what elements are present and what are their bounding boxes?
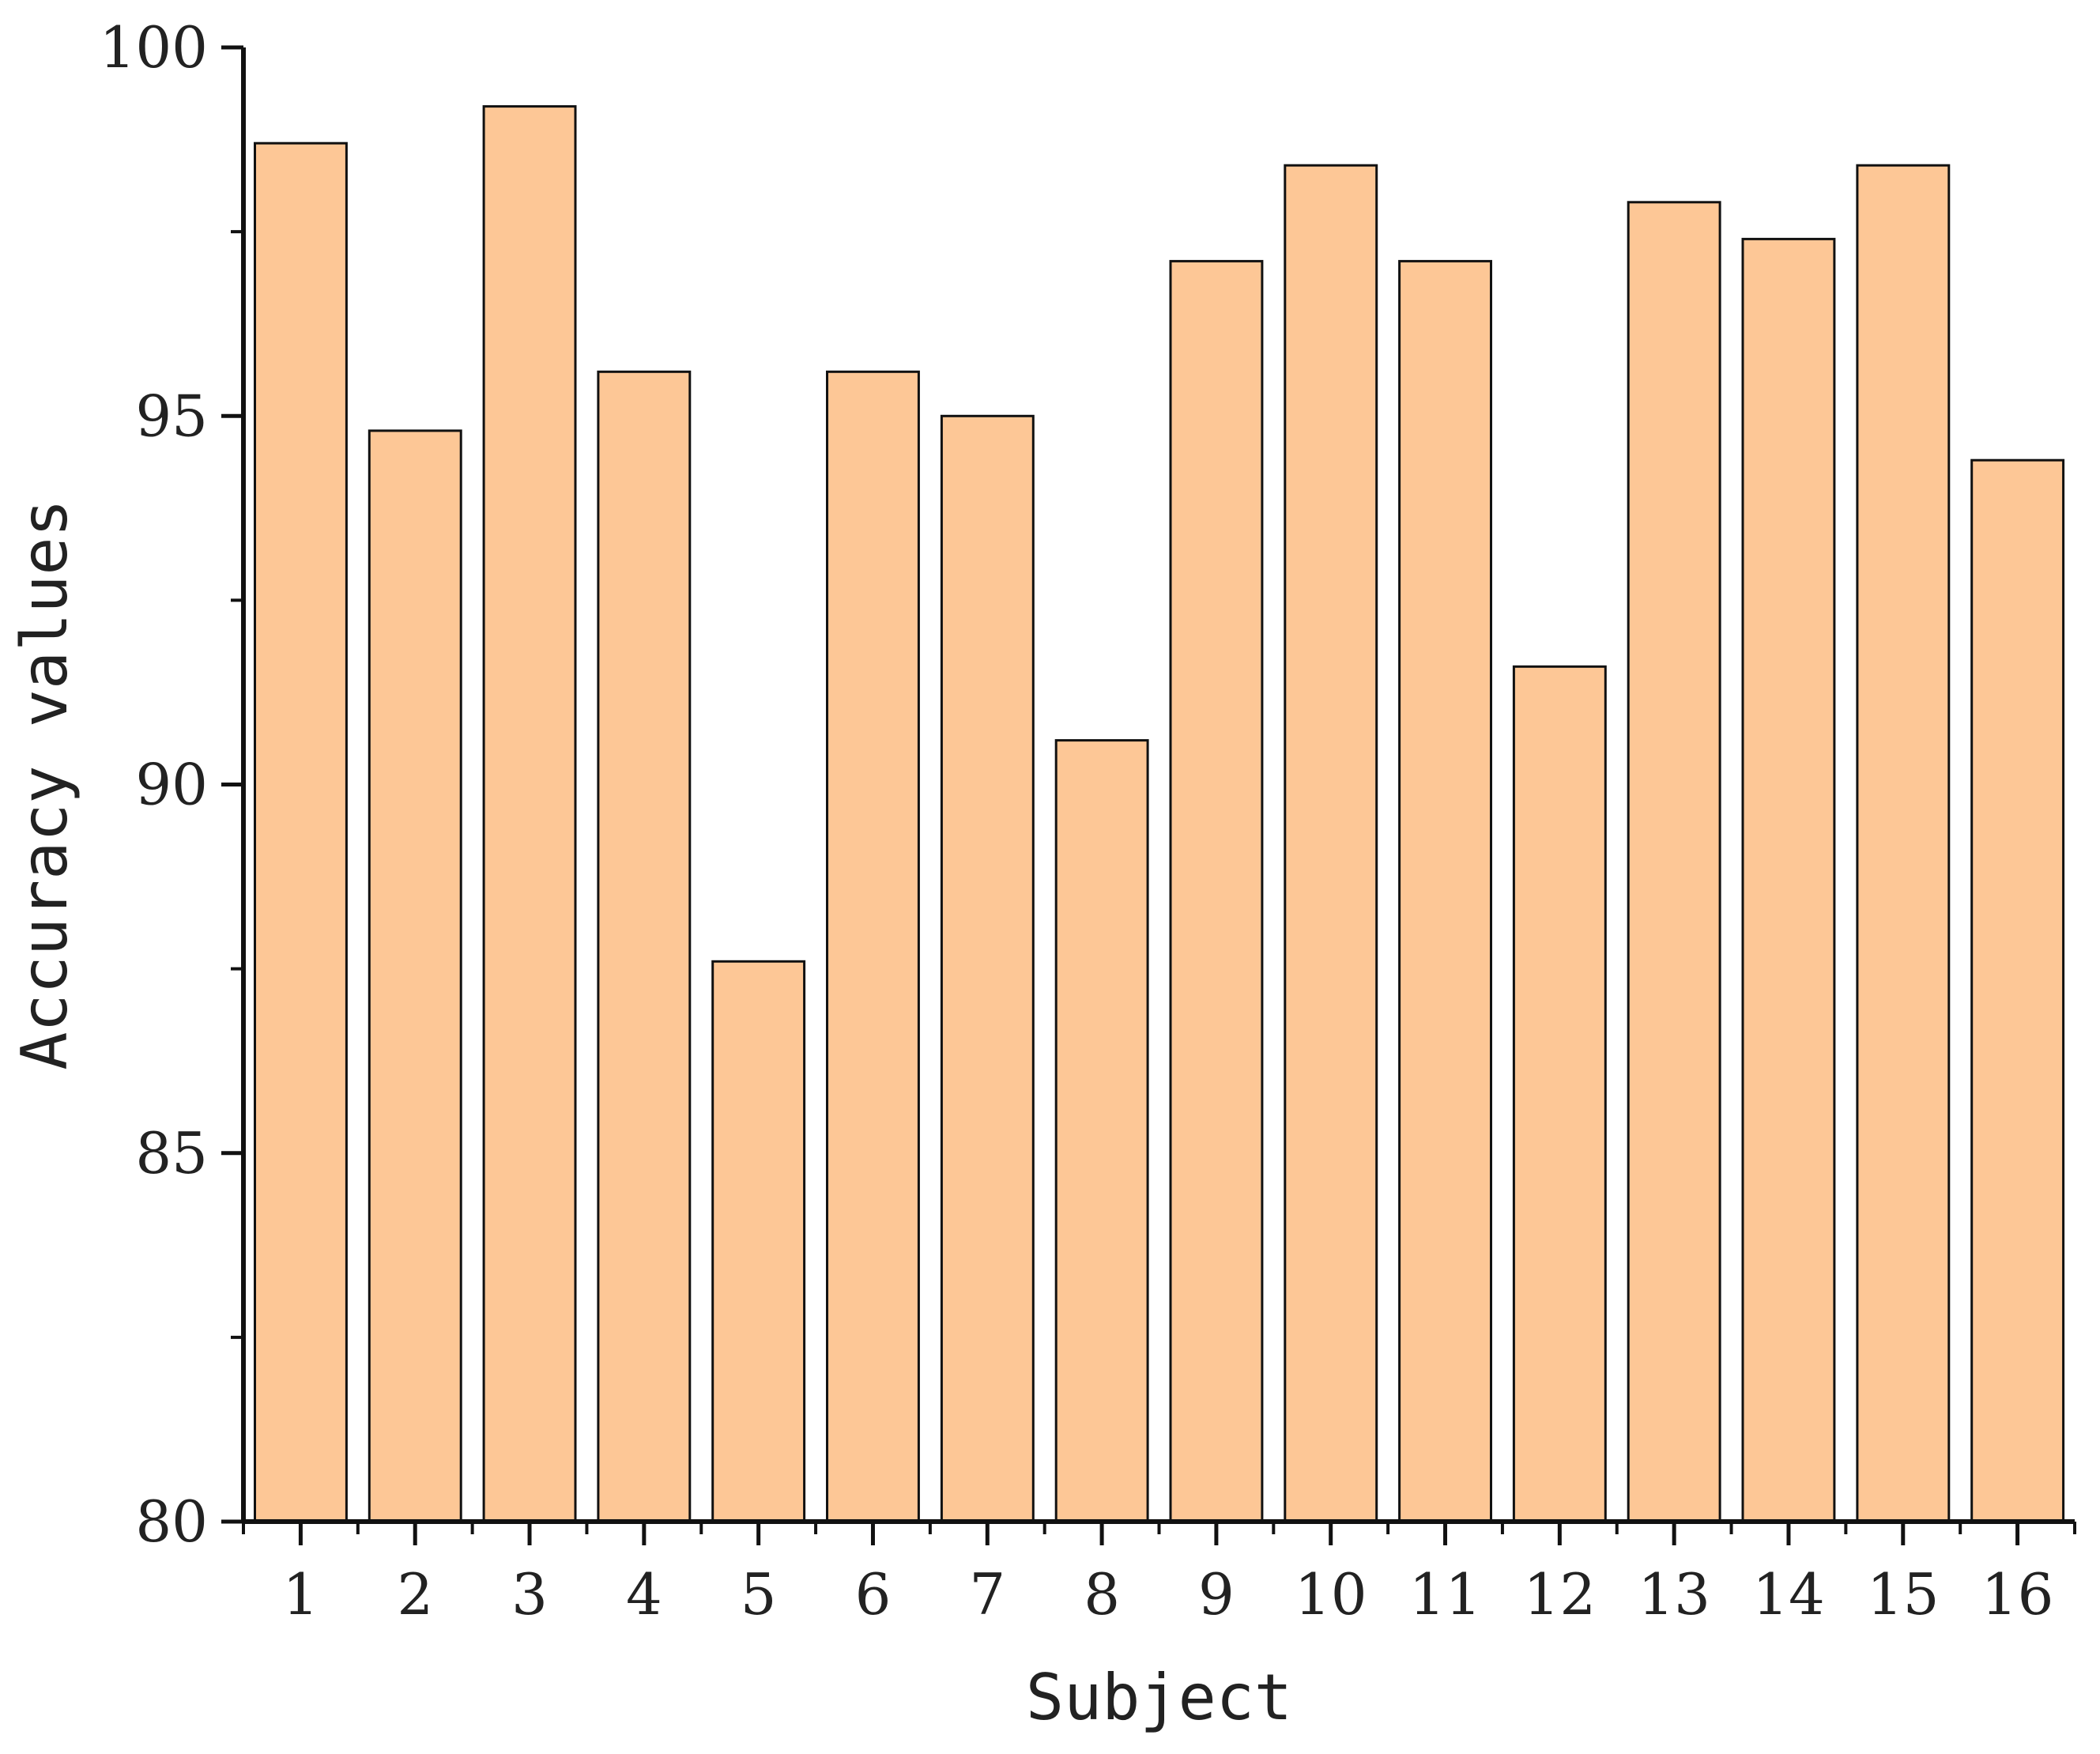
bar-4 [597,370,692,1523]
bar-9 [1169,259,1264,1523]
y-ticks-group: 80 85 90 95 100 [100,14,243,1555]
bar-6 [826,370,920,1523]
bar-10 [1284,164,1378,1523]
x-tick-label-1: 1 [283,1561,319,1628]
bar-2 [368,429,462,1523]
bar-5 [711,960,806,1523]
y-axis-title: Accuracy values [8,499,81,1069]
x-tick-label-6: 6 [855,1561,892,1628]
bar-1 [254,141,348,1523]
x-tick-label-11: 11 [1409,1561,1482,1628]
y-tick-label-80: 80 [135,1488,208,1555]
x-tick-label-12: 12 [1524,1561,1597,1628]
bar-12 [1512,665,1607,1523]
x-ticks-group: 1 2 3 4 5 6 7 8 9 10 11 12 13 14 15 16 [242,1522,2076,1628]
x-tick-label-13: 13 [1638,1561,1710,1628]
x-tick-label-4: 4 [626,1561,662,1628]
bar-13 [1627,201,1721,1523]
x-tick-label-5: 5 [741,1561,777,1628]
x-axis-title: Subject [1026,1661,1292,1734]
x-tick-label-9: 9 [1198,1561,1235,1628]
x-tick-label-3: 3 [511,1561,548,1628]
bar-7 [940,414,1035,1523]
bar-14 [1741,237,1836,1523]
x-tick-label-8: 8 [1084,1561,1120,1628]
y-tick-label-90: 90 [135,752,208,818]
bar-15 [1856,164,1951,1523]
bar-8 [1054,739,1149,1523]
x-tick-label-14: 14 [1752,1561,1825,1628]
bar-11 [1398,259,1492,1523]
x-tick-label-10: 10 [1295,1561,1367,1628]
bar-16 [1970,458,2065,1523]
y-tick-label-85: 85 [135,1120,208,1186]
y-tick-label-100: 100 [100,14,208,81]
y-tick-label-95: 95 [135,383,208,449]
bar-3 [482,105,577,1523]
x-tick-label-7: 7 [969,1561,1005,1628]
x-tick-label-16: 16 [1981,1561,2054,1628]
bars-group [254,105,2065,1523]
x-tick-label-15: 15 [1867,1561,1940,1628]
x-tick-label-2: 2 [397,1561,433,1628]
